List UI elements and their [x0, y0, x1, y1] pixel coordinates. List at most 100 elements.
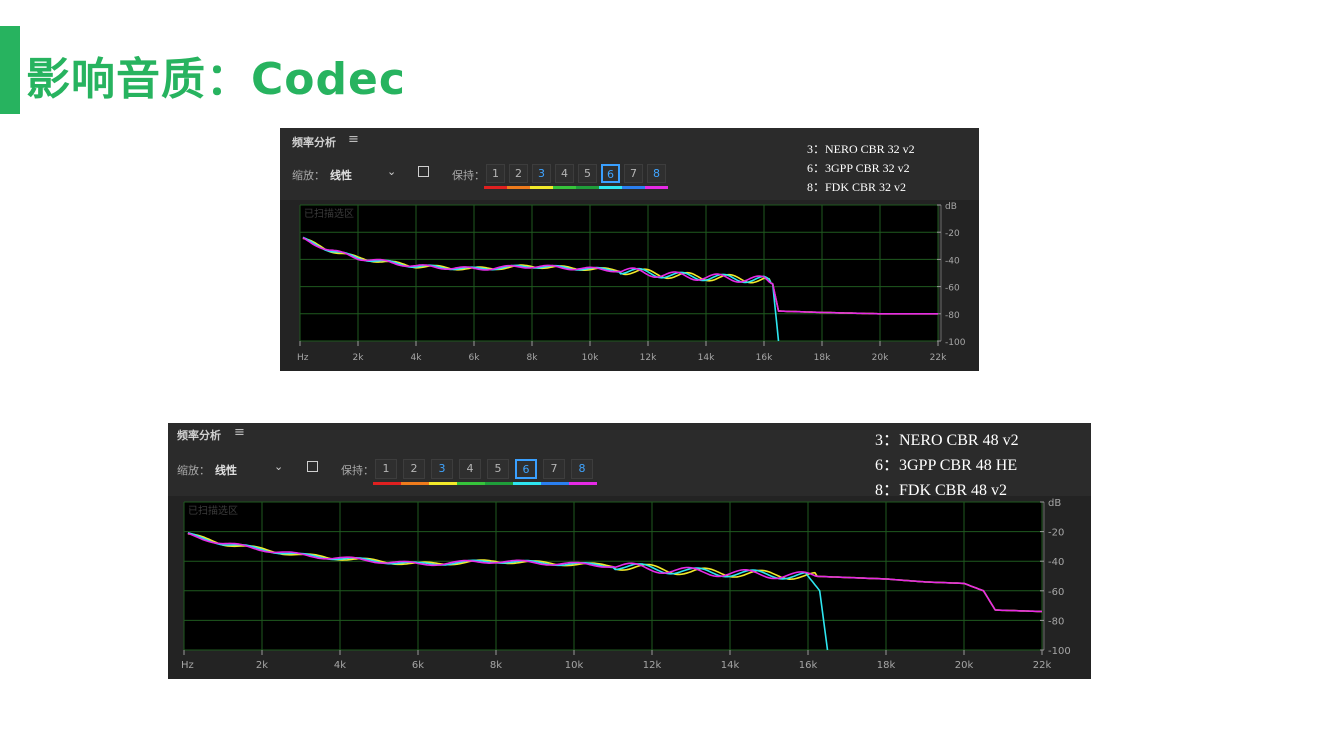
y-tick-label: -20 [945, 229, 960, 239]
hold-button-7[interactable]: 7 [543, 459, 565, 479]
hold-button-4[interactable]: 4 [555, 164, 574, 183]
scanned-area-label: 已扫描选区 [304, 207, 354, 220]
x-tick-label: 10k [565, 660, 584, 671]
legend-item-8: 8：FDK CBR 32 v2 [807, 180, 907, 194]
x-tick-label: 14k [698, 353, 715, 363]
legend-item-8: 8：FDK CBR 48 v2 [875, 482, 1008, 499]
hold-button-2[interactable]: 2 [509, 164, 528, 183]
y-tick-label: -20 [1048, 528, 1064, 539]
hold-color-swatch-4 [457, 482, 485, 485]
series-line-8 [302, 237, 938, 315]
x-tick-label: 22k [930, 353, 947, 363]
hold-button-1[interactable]: 1 [375, 459, 397, 479]
zoom-label: 缩放： [292, 169, 325, 182]
x-tick-label: 6k [469, 353, 481, 363]
hold-button-4[interactable]: 4 [459, 459, 481, 479]
hold-color-swatch-8 [645, 186, 668, 189]
legend-item-6: 6：3GPP CBR 32 v2 [807, 161, 910, 175]
spectrum-chart: 已扫描选区 Hz 2k 4k 6k 8k 10k 12k 14k 16k 18k 20k 22k dB -2… [181, 498, 1071, 671]
x-tick-label: 22k [1033, 660, 1052, 671]
panel-title: 频率分析 [177, 429, 221, 442]
zoom-select[interactable]: 线性 [215, 464, 237, 477]
hold-color-swatch-7 [622, 186, 645, 189]
hold-color-swatch-2 [507, 186, 530, 189]
x-tick-label: 20k [955, 660, 974, 671]
y-tick-label: -40 [1048, 557, 1064, 568]
slide-title: 影响音质：Codec [26, 54, 406, 105]
x-tick-label: 8k [490, 660, 502, 671]
hold-color-swatch-3 [429, 482, 457, 485]
hold-color-swatch-1 [373, 482, 401, 485]
hold-button-8[interactable]: 8 [647, 164, 666, 183]
title-accent-bar [0, 26, 20, 114]
hold-color-swatch-3 [530, 186, 553, 189]
x-tick-label: 14k [721, 660, 740, 671]
zoom-select[interactable]: 线性 [330, 169, 352, 182]
y-tick-label: dB [945, 202, 957, 212]
hold-button-6[interactable]: 6 [601, 164, 620, 183]
x-tick-label: 16k [799, 660, 818, 671]
x-tick-label: 18k [877, 660, 896, 671]
hold-color-swatch-2 [401, 482, 429, 485]
x-tick-label: 4k [334, 660, 346, 671]
hold-color-swatch-1 [484, 186, 507, 189]
codec-legend: 3：NERO CBR 32 v2 6：3GPP CBR 32 v2 8：FDK … [807, 140, 915, 197]
hold-color-swatch-6 [513, 482, 541, 485]
y-tick-label: -100 [945, 338, 966, 348]
panel-menu-icon[interactable]: ≡ [234, 425, 245, 440]
x-tick-label: 12k [640, 353, 657, 363]
hold-label: 保持： [341, 464, 374, 477]
hold-color-swatch-5 [485, 482, 513, 485]
y-tick-label: -80 [1048, 616, 1064, 627]
hold-button-3[interactable]: 3 [532, 164, 551, 183]
hold-color-swatch-8 [569, 482, 597, 485]
y-tick-label: -80 [945, 311, 960, 321]
legend-item-6: 6：3GPP CBR 48 HE [875, 457, 1018, 474]
hold-color-swatch-7 [541, 482, 569, 485]
hold-color-swatch-4 [553, 186, 576, 189]
plot-area [184, 502, 1042, 650]
chevron-down-icon[interactable]: ⌄ [274, 460, 284, 473]
hold-label: 保持： [452, 169, 485, 182]
x-tick-label: 10k [582, 353, 599, 363]
scanned-area-label: 已扫描选区 [188, 504, 238, 517]
hold-button-5[interactable]: 5 [487, 459, 509, 479]
x-tick-label: 8k [527, 353, 539, 363]
legend-item-3: 3：NERO CBR 48 v2 [875, 432, 1019, 449]
spectrum-chart: 已扫描选区 Hz 2k 4k 6k 8k 10k 12k 14k 16k 18k 20k 22k dB -2… [297, 202, 966, 363]
chevron-down-icon[interactable]: ⌄ [387, 165, 397, 178]
panel-title: 频率分析 [292, 136, 336, 149]
legend-item-3: 3：NERO CBR 32 v2 [807, 142, 915, 156]
window-toggle-icon[interactable] [307, 461, 318, 472]
hold-button-8[interactable]: 8 [571, 459, 593, 479]
x-tick-label: 16k [756, 353, 773, 363]
hold-button-6[interactable]: 6 [515, 459, 537, 479]
y-tick-label: -40 [945, 256, 960, 266]
hold-button-5[interactable]: 5 [578, 164, 597, 183]
x-tick-label: 4k [411, 353, 423, 363]
hold-button-3[interactable]: 3 [431, 459, 453, 479]
window-toggle-icon[interactable] [418, 166, 429, 177]
zoom-label: 缩放： [177, 464, 210, 477]
x-tick-label: 18k [814, 353, 831, 363]
hold-color-swatch-6 [599, 186, 622, 189]
hold-button-1[interactable]: 1 [486, 164, 505, 183]
panel-menu-icon[interactable]: ≡ [348, 132, 359, 147]
y-tick-label: -60 [1048, 587, 1064, 598]
hold-button-7[interactable]: 7 [624, 164, 643, 183]
x-tick-label: 6k [412, 660, 424, 671]
series-line-8 [187, 532, 1043, 613]
x-tick-label: 2k [353, 353, 365, 363]
x-tick-label: 20k [872, 353, 889, 363]
y-tick-label: -60 [945, 284, 960, 294]
y-tick-label: dB [1048, 498, 1061, 509]
x-tick-label: 2k [256, 660, 268, 671]
panel-toolbar [168, 423, 1091, 496]
hold-color-swatch-5 [576, 186, 599, 189]
x-tick-label: 12k [643, 660, 662, 671]
codec-legend: 3：NERO CBR 48 v2 6：3GPP CBR 48 HE 8：FDK … [875, 428, 1019, 503]
y-tick-label: -100 [1048, 646, 1071, 657]
hold-button-2[interactable]: 2 [403, 459, 425, 479]
